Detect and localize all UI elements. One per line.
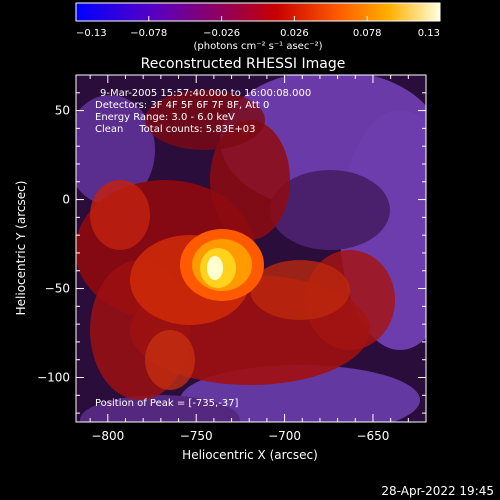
colorbar-tick-label: 0.026: [280, 28, 309, 39]
x-axis-label: Heliocentric X (arcsec): [182, 448, 318, 462]
annotation-energy-range: Energy Range: 3.0 - 6.0 keV: [95, 112, 235, 123]
footer-timestamp: 28-Apr-2022 19:45: [381, 484, 494, 498]
colorbar-tick-label: −0.026: [203, 28, 240, 39]
colorbar-frame: [75, 2, 441, 22]
annotation-clean-counts: Clean Total counts: 5.83E+03: [95, 124, 255, 135]
colorbar-tick-label: −0.078: [130, 28, 167, 39]
x-tick-label: −800: [91, 429, 124, 443]
y-tick-label: −100: [37, 371, 70, 385]
y-tick-label: 50: [55, 104, 70, 118]
x-tick-label: −700: [268, 429, 301, 443]
annotation-block: 9-Mar-2005 15:57:40.000 to 16:00:08.000 …: [95, 88, 311, 135]
x-tick-label: −750: [180, 429, 213, 443]
colorbar-gradient: [76, 3, 440, 21]
y-axis-label: Heliocentric Y (arcsec): [14, 181, 28, 316]
annotation-time-range: 9-Mar-2005 15:57:40.000 to 16:00:08.000: [100, 88, 311, 99]
chart-title: Reconstructed RHESSI Image: [141, 56, 346, 72]
colorbar-tick-label: −0.13: [76, 28, 107, 39]
colorbar-tick-label: 0.078: [353, 28, 382, 39]
axis-ticks: −800 −750 −700 −650 50 0 −50 −100: [37, 74, 427, 443]
colorbar-ticks: −0.13 −0.078 −0.026 0.026 0.078 0.13: [75, 16, 441, 39]
annotation-detectors: Detectors: 3F 4F 5F 6F 7F 8F, Att 0: [95, 100, 269, 111]
heatmap-image: [76, 75, 426, 422]
x-tick-label: −650: [356, 429, 389, 443]
colorbar: −0.13 −0.078 −0.026 0.026 0.078 0.13 (photons…: [75, 2, 441, 52]
colorbar-tick-label: 0.13: [418, 28, 440, 39]
y-tick-label: −50: [45, 282, 70, 296]
y-tick-label: 0: [62, 193, 70, 207]
plot-frame: [75, 74, 427, 423]
colorbar-unit-label: (photons cm⁻² s⁻¹ asec⁻²): [193, 41, 322, 52]
peak-position-label: Position of Peak = [-735,-37]: [95, 398, 239, 409]
